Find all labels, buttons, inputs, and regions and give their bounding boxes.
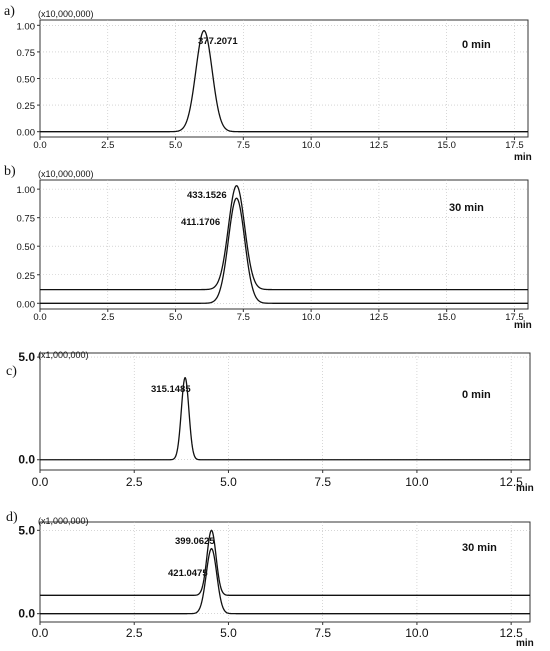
y-scale-label: (x10,000,000) [38, 169, 94, 179]
x-tick-label: 5.0 [169, 312, 182, 323]
x-tick-label: 17.5 [505, 140, 524, 151]
time-label: 0 min [462, 39, 491, 51]
time-label: 30 min [462, 542, 497, 554]
y-tick-label: 1.00 [17, 21, 36, 32]
x-tick-label: 12.5 [499, 626, 523, 640]
x-axis-unit-label: min [516, 483, 534, 494]
y-tick-label: 0.25 [17, 271, 36, 282]
x-tick-label: 12.5 [499, 475, 523, 489]
x-axis-unit-label: min [516, 638, 534, 649]
y-tick-label: 0.0 [18, 607, 35, 621]
series-line [40, 185, 528, 291]
series-line [40, 377, 530, 461]
x-tick-label: 5.0 [220, 475, 237, 489]
x-tick-label: 12.5 [370, 140, 389, 151]
x-tick-label: 7.5 [314, 626, 331, 640]
x-tick-label: 0.0 [32, 626, 49, 640]
x-tick-label: 7.5 [314, 475, 331, 489]
x-axis-unit-label: min [514, 320, 532, 331]
plot-frame [39, 352, 531, 471]
x-tick-label: 10.0 [405, 475, 429, 489]
x-tick-label: 5.0 [169, 140, 182, 151]
peak-label: 421.0475 [168, 568, 208, 579]
y-tick-label: 0.75 [17, 48, 36, 59]
plot-frame [39, 521, 531, 623]
y-scale-label: (x10,000,000) [38, 9, 94, 19]
y-scale-label: (x1,000,000) [38, 516, 89, 526]
y-scale-label: (x1,000,000) [38, 350, 89, 360]
y-tick-label: 0.50 [17, 75, 36, 86]
x-tick-label: 2.5 [101, 140, 114, 151]
panel-label: a) [4, 4, 15, 19]
series-line [40, 197, 528, 304]
plot-frame [39, 179, 529, 310]
x-tick-label: 15.0 [437, 140, 456, 151]
y-tick-label: 5.0 [18, 523, 35, 537]
x-tick-label: 0.0 [33, 140, 46, 151]
x-tick-label: 15.0 [437, 312, 456, 323]
y-tick-label: 0.0 [18, 453, 35, 467]
y-tick-label: 0.75 [17, 214, 36, 225]
x-tick-label: 2.5 [126, 475, 143, 489]
peak-label: 433.1526 [187, 190, 227, 201]
time-label: 30 min [449, 202, 484, 214]
x-tick-label: 5.0 [220, 626, 237, 640]
x-tick-label: 17.5 [505, 312, 524, 323]
x-axis-unit-label: min [514, 152, 532, 163]
time-label: 0 min [462, 389, 491, 401]
panel-label: c) [6, 364, 17, 379]
x-tick-label: 0.0 [32, 475, 49, 489]
y-tick-label: 0.00 [17, 299, 36, 310]
x-tick-label: 2.5 [126, 626, 143, 640]
x-tick-label: 10.0 [302, 312, 321, 323]
y-tick-label: 5.0 [18, 350, 35, 364]
y-tick-label: 0.25 [17, 101, 36, 112]
x-tick-label: 7.5 [237, 140, 250, 151]
peak-label: 377.2071 [198, 36, 238, 47]
y-tick-label: 0.00 [17, 128, 36, 139]
peak-label: 315.1485 [151, 384, 191, 395]
series-line [40, 547, 530, 615]
x-tick-label: 7.5 [237, 312, 250, 323]
x-tick-label: 10.0 [405, 626, 429, 640]
peak-label: 399.0625 [175, 536, 215, 547]
series-line [40, 529, 530, 596]
y-tick-label: 0.50 [17, 242, 36, 253]
series-line [40, 30, 528, 133]
x-tick-label: 10.0 [302, 140, 321, 151]
x-tick-label: 0.0 [33, 312, 46, 323]
x-tick-label: 2.5 [101, 312, 114, 323]
x-tick-label: 12.5 [370, 312, 389, 323]
panel-label: d) [6, 510, 18, 525]
y-tick-label: 1.00 [17, 185, 36, 196]
peak-label: 411.1706 [181, 217, 220, 228]
panel-label: b) [4, 164, 16, 179]
